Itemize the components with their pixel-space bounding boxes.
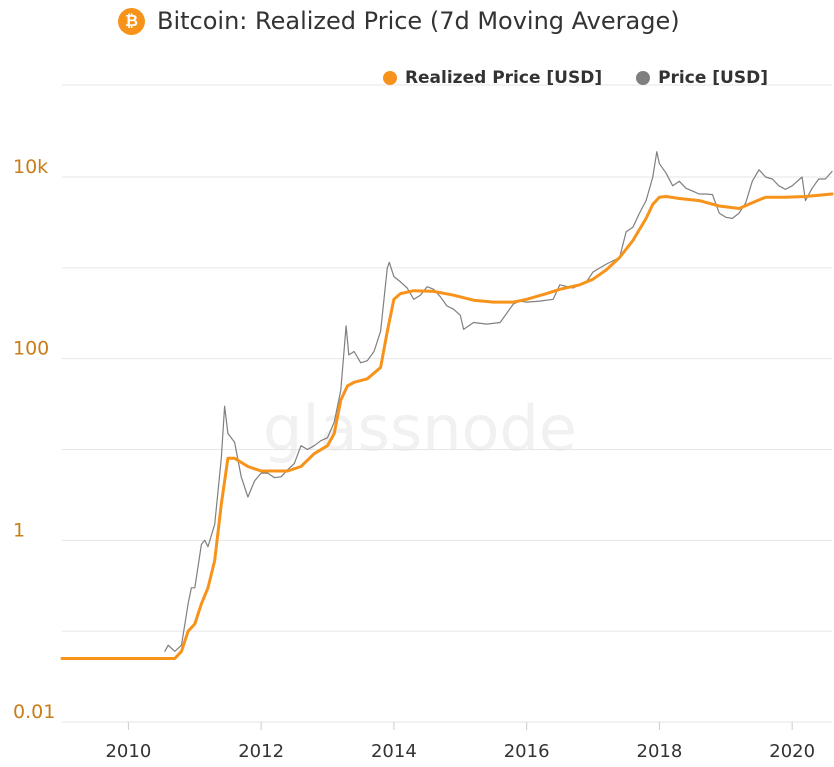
legend-label-realized-price: Realized Price [USD]	[404, 68, 603, 88]
series-line-price	[164, 151, 833, 652]
x-tick-label: 2014	[371, 741, 417, 762]
legend-label-price: Price [USD]	[658, 68, 768, 88]
x-tick-label: 2018	[637, 741, 683, 762]
x-axis: 2010 2012 2014 2016 2018 2020	[105, 722, 815, 762]
grid	[62, 84, 832, 723]
series-line-realized-price	[60, 192, 834, 660]
realized-price-dot-icon	[382, 71, 397, 85]
watermark: glassnode	[263, 392, 577, 465]
y-tick-label: 10k	[13, 156, 48, 178]
bitcoin-logo-icon: ₿	[118, 7, 145, 35]
y-tick-label: 0.01	[13, 701, 55, 723]
x-tick-label: 2012	[238, 741, 284, 762]
x-tick-label: 2016	[504, 741, 550, 762]
chart-title: Bitcoin: Realized Price (7d Moving Avera…	[157, 7, 680, 35]
series-layer	[60, 151, 834, 660]
price-dot-icon	[636, 71, 651, 85]
x-tick-label: 2020	[769, 741, 815, 762]
legend: Realized Price [USD] Price [USD]	[382, 68, 768, 88]
y-tick-label: 100	[13, 338, 49, 360]
x-tick-label: 2010	[105, 741, 151, 762]
legend-item-realized-price[interactable]: Realized Price [USD]	[382, 68, 603, 88]
y-tick-label: 1	[13, 519, 25, 541]
title-row: ₿ Bitcoin: Realized Price (7d Moving Ave…	[118, 5, 680, 37]
y-axis: 10k 100 1 0.01	[13, 156, 55, 723]
legend-item-price[interactable]: Price [USD]	[636, 68, 768, 88]
